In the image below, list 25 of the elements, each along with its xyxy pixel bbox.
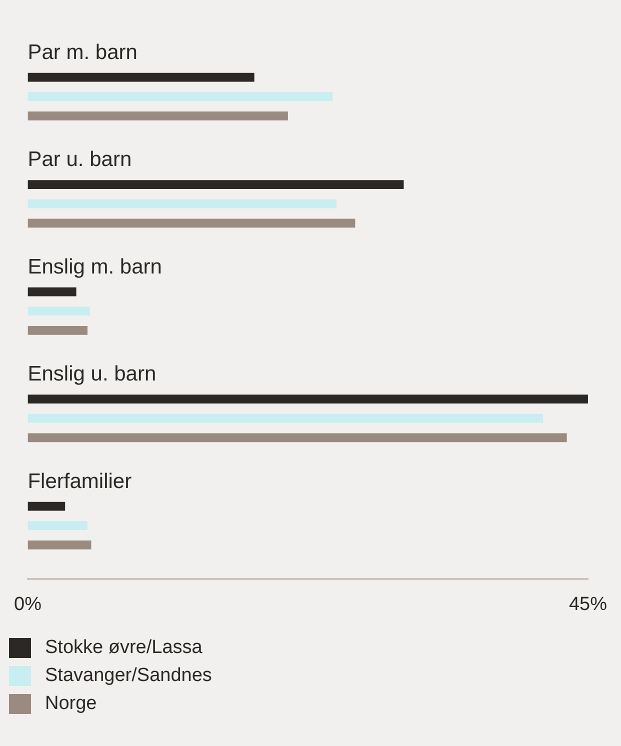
bar [28, 502, 66, 511]
bar [28, 72, 254, 82]
bar [28, 414, 544, 423]
y-tick-label: Par m. barn [28, 40, 138, 64]
bar [28, 218, 356, 228]
bar [28, 433, 567, 442]
bar [28, 111, 288, 120]
bar [28, 394, 588, 404]
bar [28, 92, 333, 102]
y-tick-label: Enslig u. barn [28, 362, 156, 386]
y-tick-label: Flerfamilier [28, 470, 132, 493]
legend-label: Stavanger/Sandnes [45, 665, 212, 687]
legend-label: Norge [45, 693, 97, 715]
legend-label: Stokke øvre/Lassa [45, 637, 202, 659]
x-tick-label: 45% [568, 594, 608, 615]
bar [28, 540, 92, 550]
bar [28, 180, 404, 189]
bar [28, 326, 88, 335]
x-tick-label: 0% [14, 594, 42, 615]
bar [28, 199, 336, 208]
bar [28, 306, 90, 316]
y-tick-label: Par u. barn [28, 148, 132, 172]
bar [28, 287, 76, 296]
bar [28, 521, 88, 530]
y-tick-label: Enslig m. barn [28, 255, 162, 278]
